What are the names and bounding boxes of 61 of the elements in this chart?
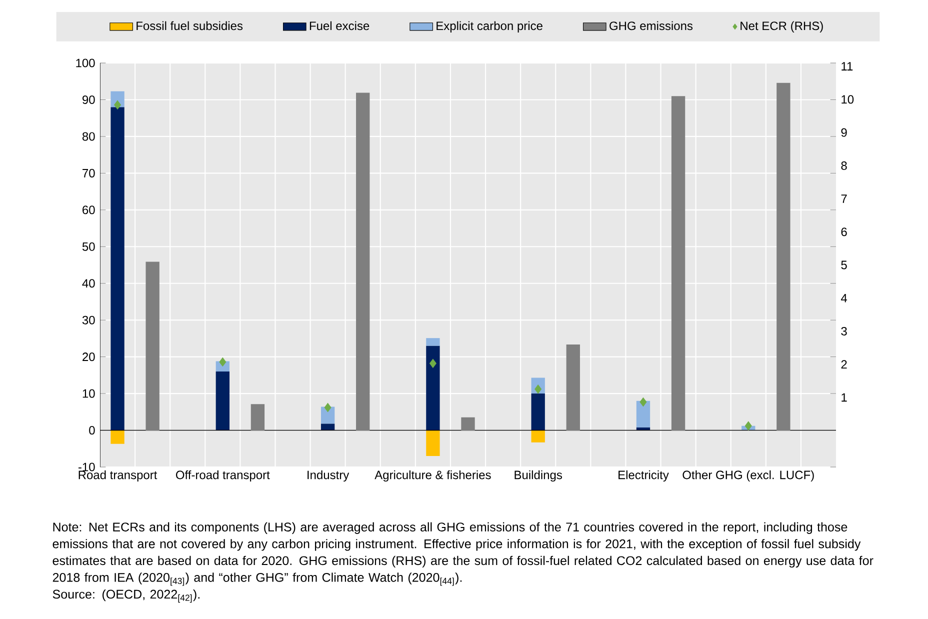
y-tick-label: 100 [76, 58, 95, 68]
bar [426, 338, 440, 346]
legend-label: GHG emissions [610, 21, 693, 30]
bar [531, 394, 545, 430]
bar [426, 430, 440, 456]
y2-tick-label: 3 [841, 326, 847, 336]
bar [216, 372, 230, 430]
x-tick-label: Agriculture & fisheries [374, 470, 491, 482]
text: Note: Net ECRs and its components (LHS) are averaged across all GHG emissions of the 71 countries covered in the report, including those emissions that are not covered by any carbon pricing instrument. Effective price information is for 2021, with the exception of fossil fuel subsidy estimates that are based on data for 2020. GHG emissions (RHS) are the sum of fossil-fuel related CO2 calculated based on energy use data for 2018 from IEA (2020$_{[43]}$) and “other GHG” from Climate Watch (2020$_{[44]}$). [52, 522, 874, 586]
y2-tick-label: 1 [842, 393, 847, 402]
point [429, 358, 436, 368]
bar [356, 92, 370, 431]
bar [146, 262, 160, 431]
x-tick-label: Electricity [618, 470, 669, 482]
bar [566, 344, 580, 431]
point [744, 421, 752, 430]
bar [320, 424, 335, 430]
source-note: Source: (OECD, 2022$_{[42]}$). [52, 589, 200, 603]
bar [426, 346, 440, 430]
point [324, 402, 332, 412]
y-tick-label: 80 [82, 132, 95, 141]
y-tick-label: -10 [78, 462, 95, 472]
y-tick-label: 10 [82, 389, 95, 398]
y2-tick-label: 11 [842, 62, 853, 70]
y-tick-label: 20 [82, 352, 95, 362]
y-tick-label: 50 [82, 242, 95, 251]
point [114, 100, 121, 110]
bar [776, 82, 790, 431]
x-tick-label: Industry [308, 470, 350, 482]
bar [531, 430, 545, 442]
legend-label: Net ECR (RHS) [740, 21, 823, 32]
point [219, 357, 226, 366]
legend-label: Explicit carbon price [436, 21, 542, 32]
legend-label: Fuel excise [310, 21, 370, 30]
y2-tick-label: 7 [841, 194, 847, 203]
y-tick-label: 30 [82, 316, 95, 324]
point [640, 397, 647, 407]
bar [636, 400, 650, 428]
bar [250, 404, 265, 431]
y2-tick-label: 10 [842, 95, 854, 104]
bar [110, 430, 124, 444]
x-tick-label: Off-road transport [176, 470, 270, 482]
point [534, 384, 542, 394]
y2-tick-label: 8 [841, 161, 847, 170]
y2-tick-label: 9 [841, 128, 847, 137]
y2-tick-label: 5 [841, 260, 847, 270]
x-tick-label: Road transport [78, 470, 158, 482]
x-tick-label: Buildings [514, 470, 562, 482]
y-tick-label: 40 [82, 279, 95, 288]
y2-tick-label: 6 [841, 228, 847, 236]
x-tick-label: Other GHG (excl. LUCF) [682, 470, 814, 482]
y-tick-label: 0 [89, 426, 95, 435]
bar [671, 96, 686, 431]
y2-tick-label: 2 [841, 360, 847, 369]
y-tick-label: 60 [82, 206, 95, 214]
y2-tick-label: 4 [840, 294, 848, 302]
y-tick-label: 90 [82, 95, 95, 104]
legend-label: Fossil fuel subsidies [136, 21, 243, 30]
y-tick-label: 70 [82, 168, 95, 178]
bar [110, 107, 124, 430]
bar [461, 417, 475, 431]
